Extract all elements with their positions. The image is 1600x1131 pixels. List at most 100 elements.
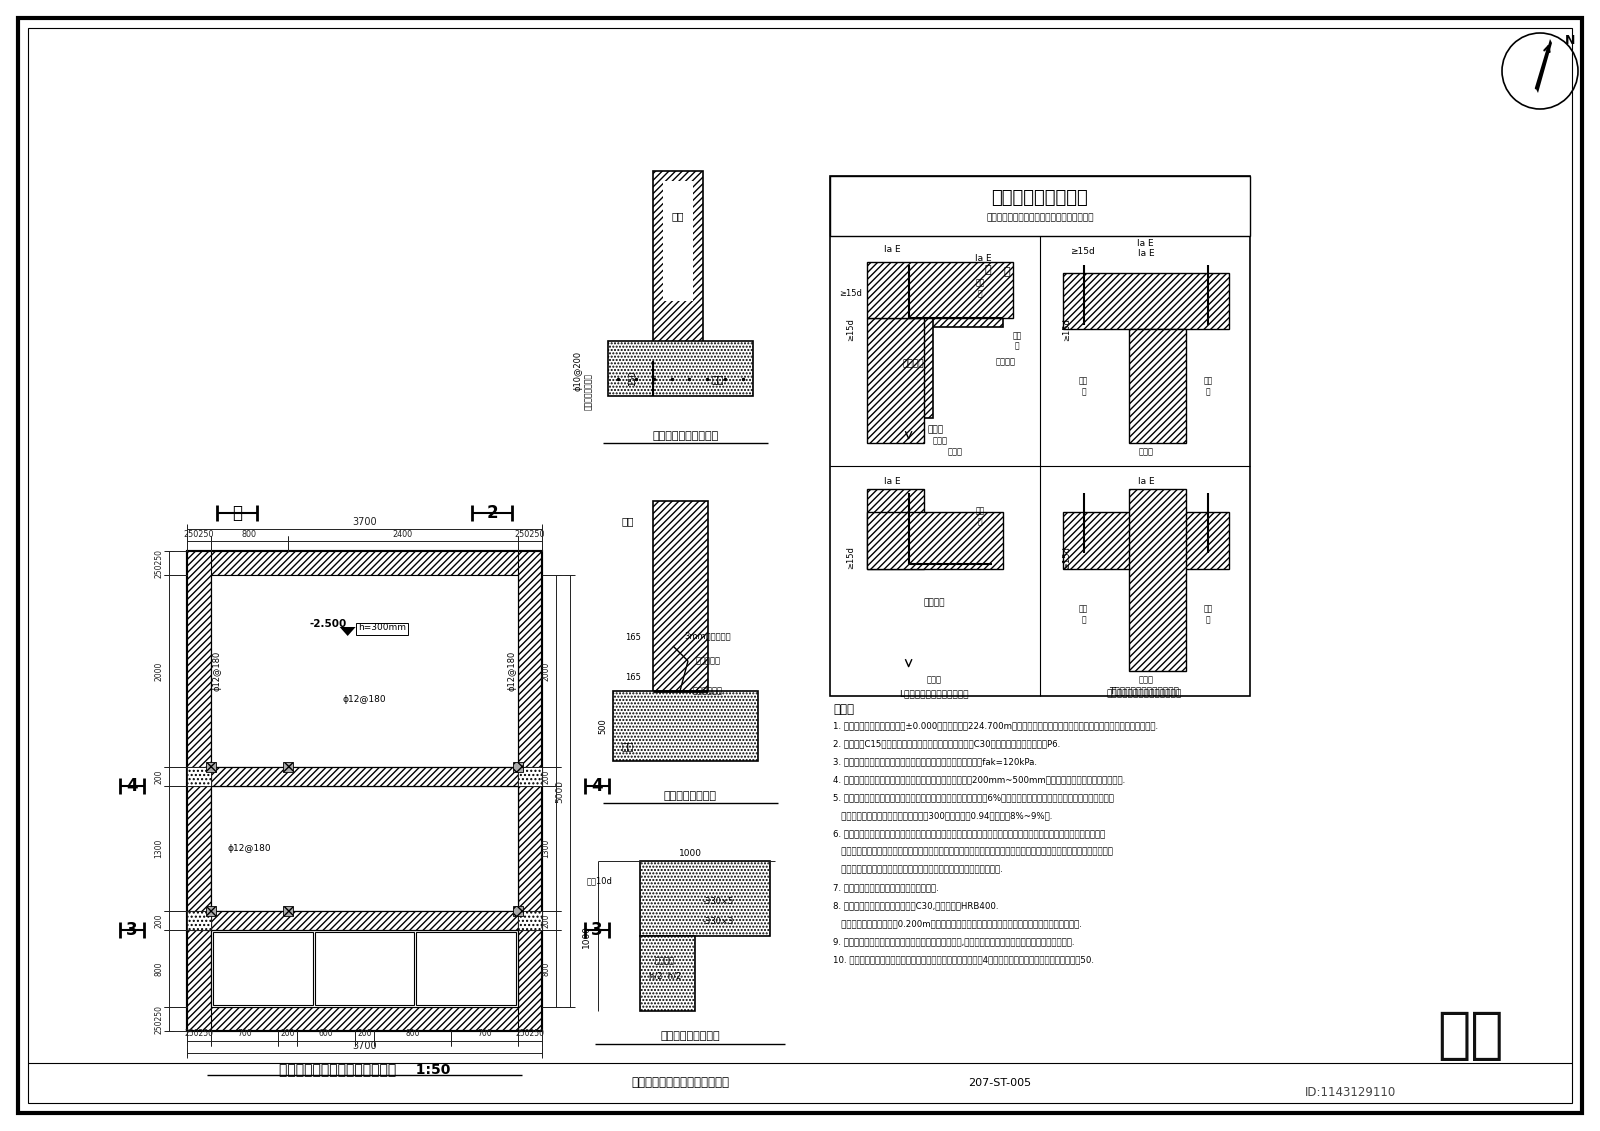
Text: 250250: 250250	[515, 529, 546, 538]
Bar	[878, 293, 933, 418]
Text: www.znzmo.com: www.znzmo.com	[389, 987, 472, 1034]
Text: 底板顶面标高: 底板顶面标高	[693, 687, 723, 696]
Text: 250250: 250250	[184, 1029, 213, 1038]
Bar	[206, 762, 216, 772]
Text: 外层钢筋: 外层钢筋	[995, 357, 1016, 366]
Text: 150: 150	[629, 370, 637, 386]
Text: ≥15d: ≥15d	[838, 288, 862, 297]
Text: ≥15d: ≥15d	[846, 318, 856, 340]
Bar	[518, 767, 542, 786]
Bar	[283, 762, 293, 772]
Text: 200: 200	[280, 1029, 294, 1038]
Bar	[424, 944, 504, 993]
Text: www.znzmo.com: www.znzmo.com	[669, 508, 752, 554]
Text: www.znzmo.com: www.znzmo.com	[1229, 268, 1312, 314]
Bar	[653, 171, 702, 361]
Text: 3. 本工程无地质勘查报告作参考，拟定抗力层地基承载力特征值fak=120kPa.: 3. 本工程无地质勘查报告作参考，拟定抗力层地基承载力特征值fak=120kPa…	[834, 757, 1037, 766]
Text: 2400: 2400	[394, 529, 413, 538]
Text: N: N	[1565, 35, 1574, 48]
Text: 数量、间距；防雷、给排水、电气、暖通等各专业预留孔洞及预埋件的数量、位置及尺寸，防止遗漏和在浇注混凝土过程: 数量、间距；防雷、给排水、电气、暖通等各专业预留孔洞及预埋件的数量、位置及尺寸，…	[834, 847, 1114, 856]
Text: 外层钢筋: 外层钢筋	[902, 359, 923, 368]
Text: 5. 基础施工完毕后基础周边应尽快回填非膨胀性粘土或砂石或内掺6%生石灰的膨胀土，回填应在相对应的两侧或四周，: 5. 基础施工完毕后基础周边应尽快回填非膨胀性粘土或砂石或内掺6%生石灰的膨胀土…	[834, 793, 1114, 802]
Text: 说明：: 说明：	[834, 703, 854, 716]
Text: 3mm厚止水钢板: 3mm厚止水钢板	[685, 631, 731, 640]
Text: www.znzmo.com: www.znzmo.com	[109, 748, 192, 794]
Text: 1. 建筑结构安全等级为二级，±0.000的绝对标高为224.700m，应结合工艺图纸进行确定，如有出入请及时联系设计人员确定.: 1. 建筑结构安全等级为二级，±0.000的绝对标高为224.700m，应结合工…	[834, 720, 1158, 729]
Text: 1000: 1000	[678, 848, 701, 857]
Bar	[1130, 329, 1186, 443]
Text: 4: 4	[126, 777, 138, 795]
Text: h/2  h/2: h/2 h/2	[650, 972, 682, 981]
Text: 500: 500	[598, 718, 608, 734]
Text: 十字形拐角处水平钢筋锚固示意: 十字形拐角处水平钢筋锚固示意	[1106, 690, 1182, 699]
Bar	[878, 273, 1003, 327]
Text: www.znzmo.com: www.znzmo.com	[109, 508, 192, 554]
Text: 10. 主次梁交接处无论是否有吊筋，均在主梁中次梁两侧各附加4道加密箍，直径及肢数同主梁箍筋，间距50.: 10. 主次梁交接处无论是否有吊筋，均在主梁中次梁两侧各附加4道加密箍，直径及肢…	[834, 955, 1094, 964]
Text: www.znzmo.com: www.znzmo.com	[389, 508, 472, 554]
Text: la E: la E	[1136, 240, 1154, 249]
Polygon shape	[1536, 38, 1552, 93]
Text: 8. 除注明外，梁板混凝土等级均为C30,钢筋等级：HRB400.: 8. 除注明外，梁板混凝土等级均为C30,钢筋等级：HRB400.	[834, 901, 998, 910]
Text: 9. 图中框架梁的集中的通长筋与原位标注钢筋不一致时,钢筋连接采用搭接（搭接长按抗震要求）或焊接.: 9. 图中框架梁的集中的通长筋与原位标注钢筋不一致时,钢筋连接采用搭接（搭接长按…	[834, 936, 1075, 946]
Text: 池墙
用: 池墙 用	[1078, 377, 1088, 396]
Text: 165: 165	[626, 633, 642, 642]
Text: www.znzmo.com: www.znzmo.com	[1229, 748, 1312, 794]
Bar	[211, 786, 518, 912]
Text: 200: 200	[541, 769, 550, 784]
Text: 池墙
用: 池墙 用	[1013, 331, 1022, 351]
Text: 配筋大样中有标注时从大样，没有时从本做法: 配筋大样中有标注时从大样，没有时从本做法	[986, 214, 1094, 223]
Bar	[518, 912, 542, 931]
Text: 250250: 250250	[184, 529, 214, 538]
Bar	[867, 318, 923, 443]
Text: 池墙施工缝: 池墙施工缝	[696, 656, 720, 665]
Text: 止水平带: 止水平带	[654, 957, 675, 966]
Bar	[867, 261, 1013, 318]
Text: 池墙厚: 池墙厚	[928, 425, 944, 434]
Text: 池墙厚: 池墙厚	[1139, 676, 1154, 684]
Text: ϕ10@200: ϕ10@200	[573, 351, 582, 391]
Text: 250250: 250250	[515, 1029, 544, 1038]
Text: 池墙水平筋锚固大样: 池墙水平筋锚固大样	[992, 189, 1088, 207]
Text: 6. 各专业预留孔尺寸定位应结合各专业施工图施工；浇注混凝土前，必须清除杂物土块，并认真检查钢筋位置、直径、: 6. 各专业预留孔尺寸定位应结合各专业施工图施工；浇注混凝土前，必须清除杂物土块…	[834, 829, 1106, 838]
Text: 生物接触氧化组合池底板配筋图: 生物接触氧化组合池底板配筋图	[630, 1077, 730, 1089]
Bar	[830, 176, 1250, 236]
Bar	[640, 861, 770, 936]
Text: 250250: 250250	[155, 1004, 163, 1034]
Text: 底板: 底板	[712, 374, 725, 385]
Text: 200: 200	[541, 914, 550, 927]
Text: 除注明外，板面标高均为0.200m，梁面标高平板面标高，梁均与轴线对中布置或梁边平柱（墙）边.: 除注明外，板面标高均为0.200m，梁面标高平板面标高，梁均与轴线对中布置或梁边…	[834, 920, 1082, 929]
Text: www.znzmo.com: www.znzmo.com	[669, 748, 752, 794]
Bar	[315, 932, 414, 1005]
Text: 800: 800	[405, 1029, 419, 1038]
Bar	[640, 936, 694, 1011]
Text: 3: 3	[126, 922, 138, 939]
Text: 池墙厚: 池墙厚	[947, 448, 962, 457]
Bar	[226, 944, 304, 993]
Bar	[213, 932, 312, 1005]
Bar	[211, 931, 518, 1007]
Text: ϕ12@180: ϕ12@180	[342, 696, 386, 705]
Text: 一: 一	[232, 504, 242, 523]
Text: ϕ12@180: ϕ12@180	[227, 844, 270, 853]
Text: 2. 垫层采用C15素混凝土，除注明外混凝土构件等级均为C30混凝土，混凝土抗渗等级P6.: 2. 垫层采用C15素混凝土，除注明外混凝土构件等级均为C30混凝土，混凝土抗渗…	[834, 739, 1061, 748]
Text: 2000: 2000	[155, 662, 163, 681]
Text: www.znzmo.com: www.znzmo.com	[949, 508, 1032, 554]
Bar	[187, 551, 542, 1031]
Bar	[867, 489, 923, 569]
Text: 池墙: 池墙	[672, 211, 685, 221]
Text: 池墙
用: 池墙 用	[1078, 604, 1088, 624]
Text: 700: 700	[477, 1029, 491, 1038]
Text: www.znzmo.com: www.znzmo.com	[669, 987, 752, 1034]
Bar	[613, 691, 758, 761]
Text: 1300: 1300	[541, 839, 550, 858]
Text: -330×5: -330×5	[702, 897, 734, 906]
Bar	[437, 786, 518, 912]
Text: 知末: 知末	[1437, 1009, 1504, 1063]
Bar	[325, 944, 405, 993]
Text: ≥15d: ≥15d	[1062, 318, 1072, 340]
Text: la E: la E	[885, 477, 901, 486]
Text: h=300mm: h=300mm	[358, 623, 406, 632]
Text: 或: 或	[1003, 267, 1010, 277]
Bar	[211, 931, 518, 1007]
Text: 中发生移位和膨落；严禁事后打凿挖；防雷接地装置做法具体详电气图.: 中发生移位和膨落；严禁事后打凿挖；防雷接地装置做法具体详电气图.	[834, 865, 1003, 874]
